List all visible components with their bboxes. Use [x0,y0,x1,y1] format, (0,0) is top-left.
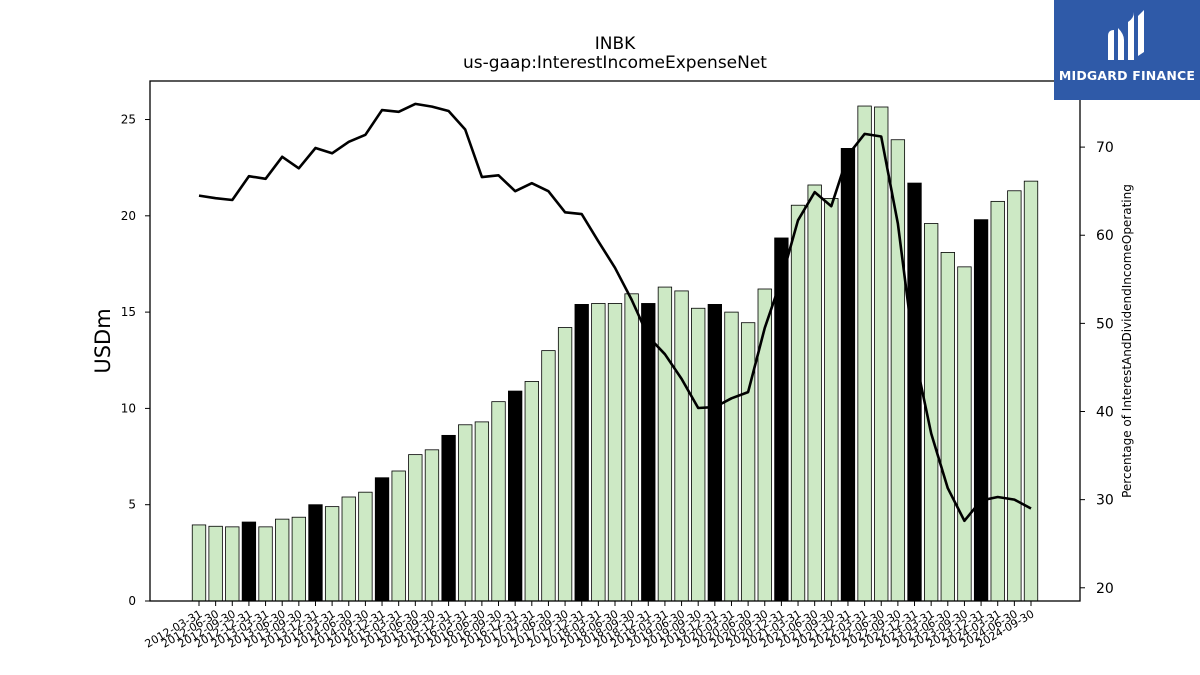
y-tick-label-left: 0 [128,594,136,608]
y-axis-left: 0 5 10 15 20 25 [121,113,150,608]
bar [324,506,340,602]
bar [790,204,806,602]
bar [824,198,839,602]
x-axis: 2012-03-312012-06-302012-09-302012-12-31… [143,601,1037,651]
bar [358,491,373,602]
bar [740,322,756,602]
bar [208,525,223,602]
bar [474,421,490,602]
y-tick-label-left: 15 [121,305,136,319]
bar [691,307,706,602]
y-tick-label-right: 20 [1096,581,1114,597]
bar [225,526,240,602]
bar [441,434,456,602]
chart-subtitle: us-gaap:InterestIncomeExpenseNet [463,53,767,73]
y-axis-label-left: USDm [91,308,115,373]
bar [641,303,656,602]
bar [541,350,556,602]
bar [807,184,822,602]
bar [508,390,523,602]
bar [940,252,955,602]
y-tick-label-right: 50 [1096,316,1114,332]
bar [391,470,406,602]
line-path [198,102,1032,523]
y-tick-label-left: 10 [121,401,136,415]
chart-title: INBK [595,34,636,54]
bar [624,293,639,602]
bar [990,200,1005,602]
bar [241,521,257,602]
bar [890,139,906,602]
y-tick-label-right: 40 [1096,405,1114,421]
bar [707,304,722,602]
y-tick-label-left: 20 [121,209,136,223]
logo-text: MIDGARD FINANCE [1058,68,1196,83]
bar [1023,180,1039,602]
bar [275,518,290,602]
bar [374,477,390,602]
bar [458,424,473,602]
y-tick-label-right: 30 [1096,493,1114,509]
y-tick-label-right: 70 [1096,140,1114,156]
line-series [198,102,1032,523]
bar [857,105,872,602]
logo-mark-icon [1108,10,1144,60]
bar [657,286,673,602]
bar [724,311,739,602]
bar [607,303,623,602]
bar [840,148,856,602]
brand-logo: MIDGARD FINANCE [1054,0,1200,100]
bar [757,288,772,602]
bar [291,516,306,602]
bar [907,182,922,602]
bar [957,266,972,602]
bar [408,454,423,602]
y-tick-label-left: 5 [128,498,136,512]
bar [308,504,323,602]
bar [424,449,440,602]
bar [973,219,989,602]
y-axis-right: 20 30 40 50 60 70 [1080,140,1114,597]
bar [258,526,273,602]
bar [591,303,606,602]
bar [191,524,207,602]
bar [491,401,506,602]
y-tick-label-right: 60 [1096,228,1114,244]
bar [557,327,573,602]
bar [574,304,589,602]
bar-series [191,105,1039,602]
y-axis-label-right: Percentage of InterestAndDividendIncomeO… [1120,184,1134,498]
bar [1007,190,1022,602]
y-tick-label-left: 25 [121,113,136,127]
bar [341,496,356,602]
bar [674,290,689,602]
bar [524,381,539,602]
bar [874,106,889,602]
